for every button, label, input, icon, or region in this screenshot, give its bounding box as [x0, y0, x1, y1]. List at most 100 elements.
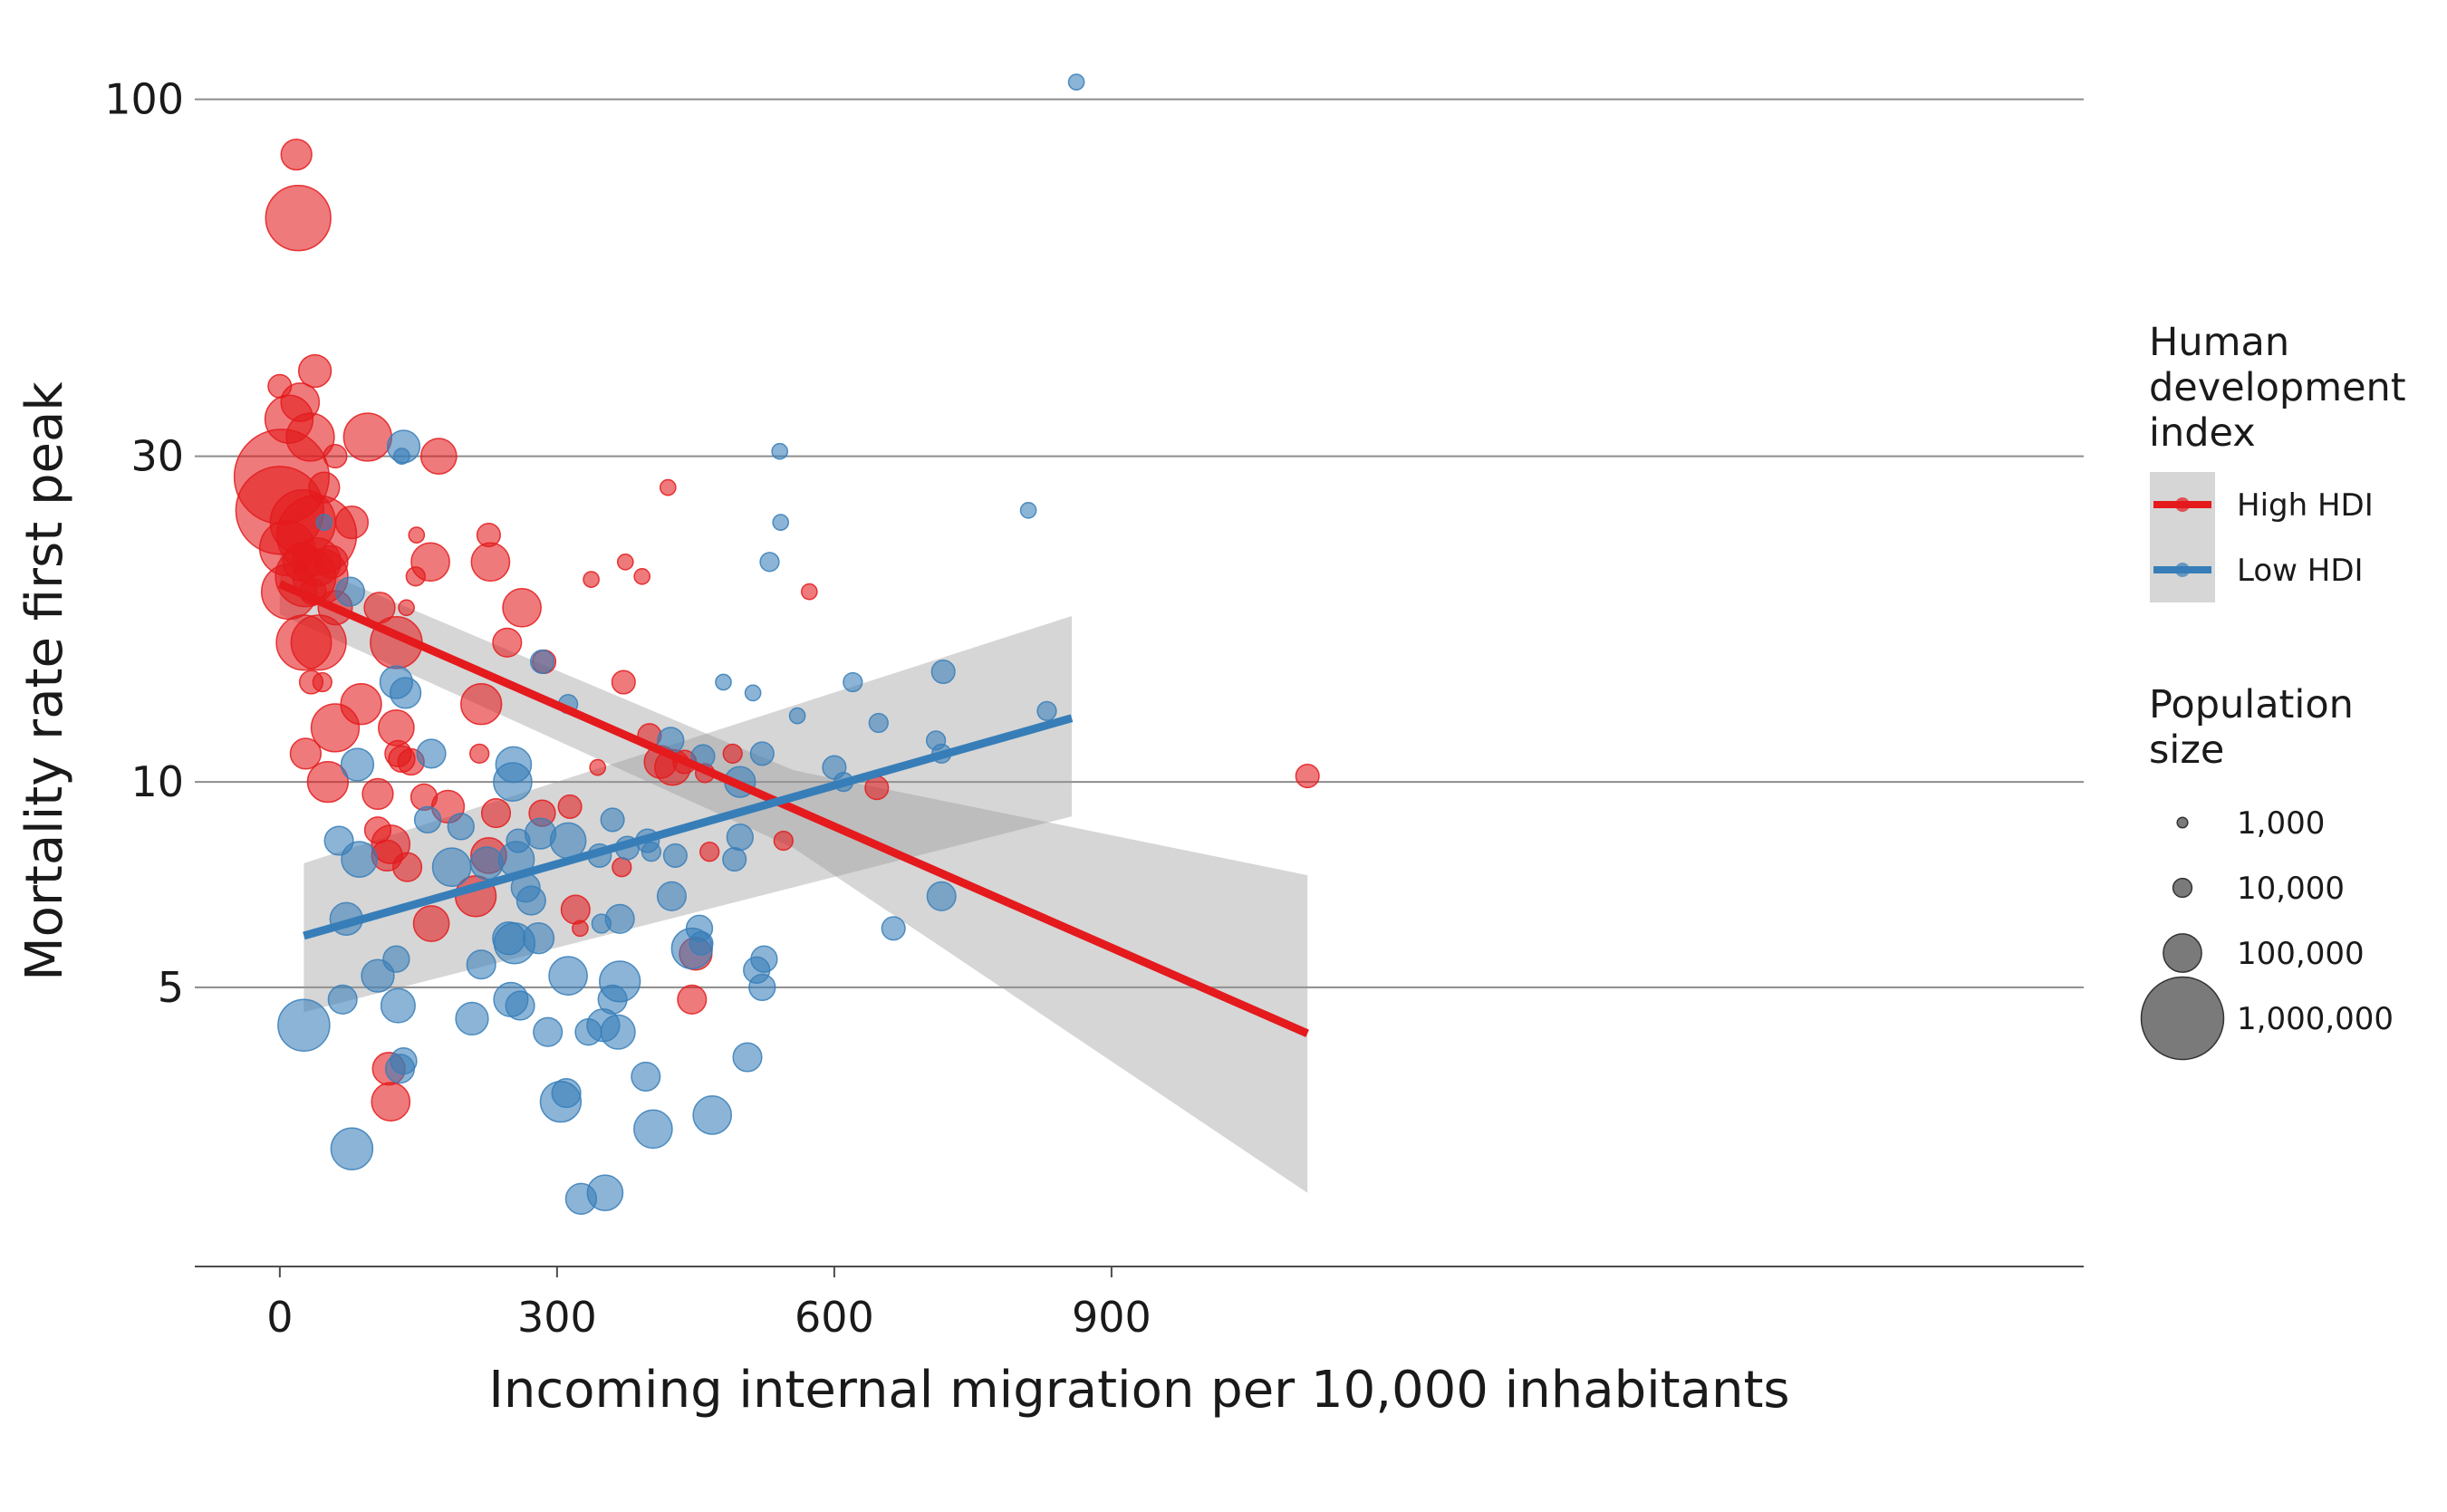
data-point-high: [267, 373, 293, 399]
data-point-high: [363, 816, 392, 844]
axes: 5 10 30 100 0 300 600 900 Incoming internal migr…: [15, 75, 2084, 1420]
data-point-low: [277, 998, 331, 1052]
data-point-low: [641, 842, 662, 862]
legend-label-low: Low HDI: [2237, 553, 2364, 589]
data-point-low: [1019, 501, 1037, 519]
x-tick-label: 0: [266, 1293, 293, 1342]
data-point-high: [334, 505, 370, 540]
data-point-low: [744, 684, 762, 702]
data-point-low: [732, 1042, 763, 1073]
data-point-high: [265, 185, 332, 252]
data-point-low: [393, 448, 410, 465]
data-point-low: [772, 514, 790, 531]
data-point-low: [323, 825, 354, 856]
y-axis-title: Mortality rate first peak: [15, 381, 74, 981]
data-point-low: [926, 881, 957, 911]
data-point-high: [633, 567, 651, 585]
confidence-band-high: [279, 554, 1308, 1193]
data-point-low: [597, 984, 628, 1015]
data-point-high: [398, 599, 415, 617]
legend-size-label: 1,000: [2237, 805, 2325, 842]
data-point-low: [631, 1061, 661, 1092]
data-point-low: [548, 956, 588, 996]
legend-size-circle: [2140, 976, 2225, 1061]
data-point-low: [334, 576, 365, 607]
data-point-low: [930, 659, 956, 685]
data-point-high: [280, 138, 313, 171]
data-point-high: [480, 798, 512, 829]
x-axis-title: Incoming internal migration per 10,000 i…: [488, 1361, 1789, 1420]
y-tick-label: 5: [158, 963, 184, 1012]
data-point-low: [759, 552, 780, 573]
legend-title-hdi: Human: [2149, 320, 2289, 365]
data-point-high: [773, 830, 794, 852]
data-point-high: [275, 614, 332, 671]
legend-key-dot-high: [2175, 497, 2190, 512]
data-point-low: [416, 738, 447, 769]
data-point-low: [771, 442, 789, 460]
data-point-high: [408, 526, 426, 544]
data-point-low: [868, 712, 889, 734]
data-point-low: [656, 881, 687, 911]
data-point-high: [412, 905, 450, 942]
legend-size-circle: [2163, 933, 2202, 973]
legend-size-circle: [2172, 877, 2193, 899]
data-point-high: [392, 852, 423, 882]
data-point-high: [308, 471, 341, 504]
data-point-low: [551, 1078, 582, 1109]
data-point-high: [572, 920, 589, 938]
data-point-low: [382, 945, 410, 973]
data-point-low: [881, 916, 906, 941]
data-point-low: [466, 949, 496, 980]
data-point-high: [699, 842, 720, 862]
data-point-low: [591, 913, 612, 934]
data-point-high: [363, 592, 396, 624]
data-point-low: [522, 922, 555, 955]
data-point-low: [722, 847, 747, 872]
x-tick-label: 600: [795, 1293, 874, 1342]
data-point-low: [380, 987, 416, 1024]
y-tick-label: 10: [130, 757, 184, 806]
data-point-high: [323, 444, 348, 469]
data-point-low: [726, 823, 754, 852]
data-point-high: [371, 1082, 411, 1122]
data-point-high: [589, 758, 607, 776]
legend-title-hdi: development: [2149, 365, 2406, 410]
data-point-low: [506, 828, 531, 853]
fit-line-high: [278, 580, 1309, 1037]
data-point-high: [361, 777, 394, 811]
data-point-high: [583, 571, 600, 588]
data-point-high: [342, 412, 392, 462]
data-point-low: [515, 885, 546, 916]
data-point-high: [306, 760, 350, 804]
x-tick-label: 900: [1072, 1293, 1151, 1342]
data-point-high: [409, 783, 438, 812]
data-point-low: [492, 921, 526, 956]
data-point-low: [564, 1182, 598, 1215]
legend-title-hdi: index: [2149, 410, 2256, 456]
data-point-high: [1295, 764, 1320, 789]
data-point-low: [390, 1047, 418, 1075]
data-point-high: [340, 683, 382, 726]
legend-key-dot-low: [2175, 563, 2190, 577]
data-point-low: [495, 746, 533, 784]
y-tick-label: 100: [104, 75, 184, 124]
data-point-low: [341, 841, 378, 878]
data-point-low: [662, 843, 688, 868]
data-point-high: [611, 669, 636, 695]
data-point-low: [505, 990, 535, 1021]
data-point-low: [1067, 73, 1085, 91]
legend-size-circle: [2176, 816, 2189, 829]
data-point-low: [529, 649, 555, 674]
data-point-high: [612, 857, 632, 878]
data-point-low: [447, 813, 475, 841]
data-point-high: [469, 743, 490, 765]
data-point-high: [476, 523, 501, 548]
data-point-low: [633, 1109, 673, 1150]
data-point-low: [455, 1001, 489, 1036]
data-point-high: [297, 353, 332, 389]
data-point-low: [574, 1018, 602, 1046]
data-point-high: [460, 683, 503, 726]
